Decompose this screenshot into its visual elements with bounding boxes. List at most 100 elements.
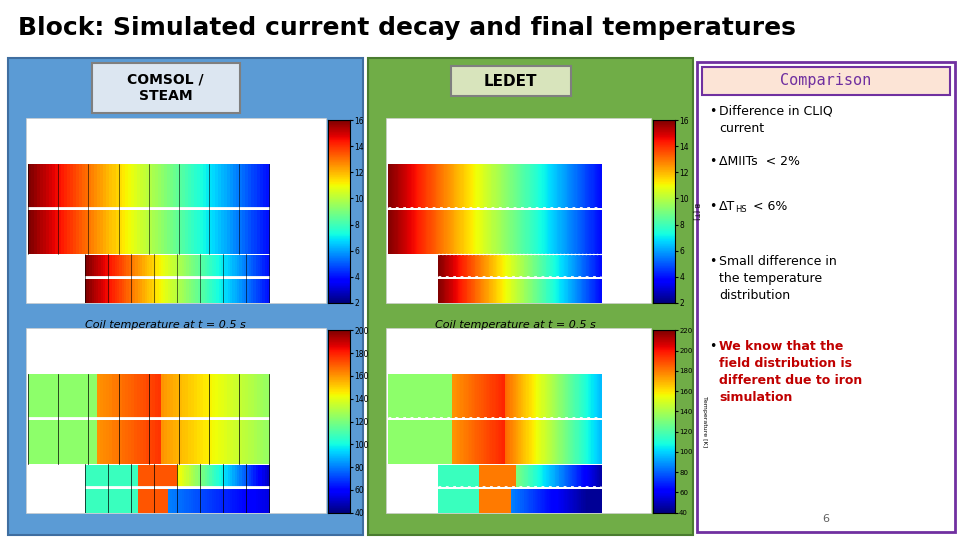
Bar xyxy=(523,255,524,278)
Bar xyxy=(589,164,591,208)
Bar xyxy=(550,210,551,254)
Bar xyxy=(221,255,224,278)
Bar xyxy=(191,420,195,463)
Bar xyxy=(490,489,491,513)
Bar xyxy=(593,255,595,278)
Bar xyxy=(186,465,189,488)
Bar xyxy=(480,489,482,513)
Bar xyxy=(564,255,565,278)
Bar xyxy=(418,210,420,254)
Bar xyxy=(442,279,444,303)
Bar xyxy=(559,255,560,278)
Bar xyxy=(600,210,602,254)
Bar xyxy=(253,465,256,488)
Bar xyxy=(114,465,117,488)
Bar xyxy=(447,279,449,303)
Bar xyxy=(593,374,595,418)
Bar xyxy=(99,255,102,278)
Bar xyxy=(498,255,499,278)
Bar xyxy=(449,255,451,278)
Bar xyxy=(128,164,132,208)
Text: HS: HS xyxy=(735,205,747,214)
Bar xyxy=(533,210,535,254)
Bar xyxy=(191,374,195,418)
Bar xyxy=(465,420,467,463)
Bar xyxy=(514,465,516,488)
Bar xyxy=(572,164,574,208)
Bar xyxy=(247,279,250,303)
Bar xyxy=(428,164,430,208)
Bar xyxy=(553,489,554,513)
Bar xyxy=(457,164,459,208)
Bar xyxy=(484,210,486,254)
Bar xyxy=(513,374,515,418)
Bar xyxy=(203,164,206,208)
Bar xyxy=(516,255,517,278)
Bar xyxy=(206,210,209,254)
Bar xyxy=(531,255,532,278)
Bar xyxy=(471,465,472,488)
Bar xyxy=(599,465,600,488)
Bar xyxy=(456,489,457,513)
Bar xyxy=(481,255,483,278)
Bar xyxy=(475,420,477,463)
Bar xyxy=(491,164,492,208)
Bar xyxy=(485,279,487,303)
Bar xyxy=(583,210,585,254)
Bar xyxy=(468,420,470,463)
Bar xyxy=(445,420,447,463)
Bar xyxy=(460,489,462,513)
Bar xyxy=(435,420,437,463)
Bar xyxy=(49,164,53,208)
Bar xyxy=(421,164,422,208)
Bar xyxy=(442,255,444,278)
Bar xyxy=(600,255,602,278)
Bar xyxy=(257,420,261,463)
Bar xyxy=(507,489,509,513)
Bar xyxy=(83,164,86,208)
Bar xyxy=(555,374,557,418)
Bar xyxy=(253,489,256,513)
Bar xyxy=(590,489,591,513)
Bar xyxy=(223,489,227,513)
Bar xyxy=(184,489,187,513)
Bar xyxy=(96,255,99,278)
Bar xyxy=(452,279,453,303)
Bar xyxy=(548,489,549,513)
Bar xyxy=(524,164,526,208)
Bar xyxy=(458,210,460,254)
Bar xyxy=(594,489,596,513)
Bar xyxy=(108,279,110,303)
Bar xyxy=(473,255,474,278)
Bar xyxy=(99,465,102,488)
Bar xyxy=(520,374,521,418)
Bar xyxy=(524,255,526,278)
Bar xyxy=(464,465,465,488)
Bar xyxy=(255,255,258,278)
Bar xyxy=(505,255,506,278)
Bar xyxy=(556,210,558,254)
Bar xyxy=(561,465,563,488)
Bar xyxy=(173,420,177,463)
Bar xyxy=(539,465,540,488)
Bar xyxy=(585,210,587,254)
Bar xyxy=(586,489,587,513)
Bar xyxy=(585,255,586,278)
Bar xyxy=(429,420,431,463)
Bar xyxy=(237,489,240,513)
Bar xyxy=(453,489,455,513)
Bar xyxy=(249,255,252,278)
Bar xyxy=(453,465,455,488)
Bar xyxy=(399,164,401,208)
Bar xyxy=(480,420,481,463)
Bar xyxy=(571,279,572,303)
Bar xyxy=(477,255,478,278)
Bar xyxy=(224,210,228,254)
Bar xyxy=(561,279,563,303)
Bar xyxy=(59,420,61,463)
Bar xyxy=(466,489,467,513)
Bar xyxy=(557,279,559,303)
Bar xyxy=(437,164,439,208)
Bar xyxy=(160,374,164,418)
Bar xyxy=(566,255,567,278)
